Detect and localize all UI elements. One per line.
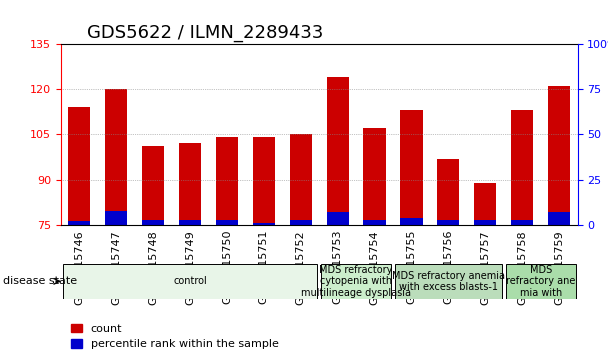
Legend: count, percentile rank within the sample: count, percentile rank within the sample — [66, 319, 283, 354]
Bar — [105, 89, 127, 225]
Bar — [142, 146, 164, 225]
Text: MDS refractory anemia
with excess blasts-1: MDS refractory anemia with excess blasts… — [392, 270, 505, 292]
Bar — [437, 220, 460, 225]
Bar — [142, 220, 164, 225]
Bar — [511, 110, 533, 225]
Bar — [364, 128, 385, 225]
Bar — [289, 134, 312, 225]
Bar — [253, 223, 275, 225]
Bar — [474, 183, 496, 225]
Bar — [326, 77, 349, 225]
Bar — [326, 212, 349, 225]
Text: MDS refractory
cytopenia with
multilineage dysplasia: MDS refractory cytopenia with multilinea… — [301, 265, 411, 298]
Text: disease state: disease state — [3, 276, 77, 286]
Bar — [437, 159, 460, 225]
Bar — [68, 107, 91, 225]
Bar — [401, 218, 423, 225]
Text: MDS
refractory ane
mia with: MDS refractory ane mia with — [506, 265, 575, 298]
FancyBboxPatch shape — [395, 264, 502, 299]
Bar — [216, 220, 238, 225]
Bar — [253, 137, 275, 225]
Bar — [216, 137, 238, 225]
Bar — [68, 221, 91, 225]
Bar — [179, 220, 201, 225]
Bar — [105, 211, 127, 225]
FancyBboxPatch shape — [63, 264, 317, 299]
Bar — [511, 220, 533, 225]
Bar — [289, 220, 312, 225]
Text: control: control — [173, 276, 207, 286]
Text: GDS5622 / ILMN_2289433: GDS5622 / ILMN_2289433 — [87, 24, 323, 42]
Bar — [364, 220, 385, 225]
Bar — [179, 143, 201, 225]
Bar — [401, 110, 423, 225]
Bar — [548, 212, 570, 225]
FancyBboxPatch shape — [321, 264, 391, 299]
Bar — [548, 86, 570, 225]
Bar — [474, 220, 496, 225]
FancyBboxPatch shape — [506, 264, 576, 299]
